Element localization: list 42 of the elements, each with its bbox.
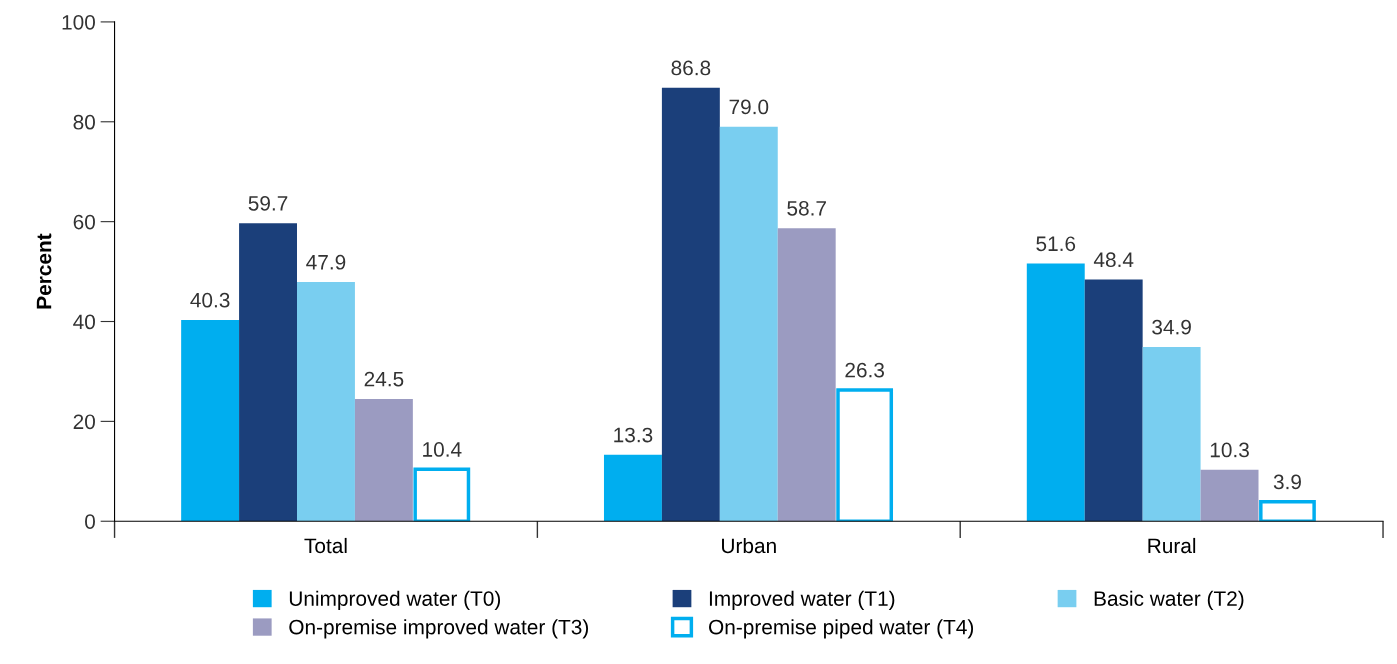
legend-label: Improved water (T1) <box>709 590 895 611</box>
x-tick-label: Urban <box>722 537 776 554</box>
bar <box>354 398 413 522</box>
y-axis-title: Percent <box>36 233 52 309</box>
y-tick-label: 80 <box>73 114 95 130</box>
legend-label: Basic water (T2) <box>1094 590 1244 611</box>
bar <box>603 454 662 522</box>
data-label: 24.5 <box>364 371 404 387</box>
data-label: 3.9 <box>1273 474 1301 490</box>
data-label: 86.8 <box>671 60 711 76</box>
y-tick-label: 0 <box>85 514 95 529</box>
data-label: 10.4 <box>423 442 462 457</box>
data-label: 48.4 <box>1093 252 1134 268</box>
bar <box>1142 346 1201 522</box>
bar <box>181 320 240 522</box>
data-label: 13.3 <box>614 427 653 443</box>
y-tick-label: 40 <box>73 314 95 330</box>
data-label: 40.3 <box>190 292 230 308</box>
bar <box>777 228 836 522</box>
bar <box>1084 279 1143 522</box>
data-label: 58.7 <box>787 200 826 216</box>
x-tick-label: Total <box>304 537 347 554</box>
data-label: 26.3 <box>845 362 885 378</box>
bar <box>719 126 778 522</box>
data-label: 59.7 <box>248 195 288 211</box>
bar <box>661 87 720 522</box>
data-label: 79.0 <box>729 99 769 115</box>
bar <box>239 223 297 522</box>
bar <box>1200 469 1259 522</box>
bar <box>297 282 355 522</box>
x-tick-label: Rural <box>1148 537 1196 554</box>
data-label: 10.3 <box>1210 442 1249 458</box>
y-tick-label: 100 <box>62 14 95 30</box>
legend-label: On-premise piped water (T4) <box>709 619 974 639</box>
data-label: 51.6 <box>1036 236 1076 252</box>
y-tick-label: 20 <box>73 414 95 430</box>
y-tick-label: 60 <box>73 214 95 230</box>
bar <box>1026 263 1085 522</box>
data-label: 34.9 <box>1152 319 1191 335</box>
data-label: 47.9 <box>306 254 346 270</box>
legend-label: Unimproved water (T0) <box>289 590 501 611</box>
legend-label: On-premise improved water (T3) <box>289 619 589 639</box>
